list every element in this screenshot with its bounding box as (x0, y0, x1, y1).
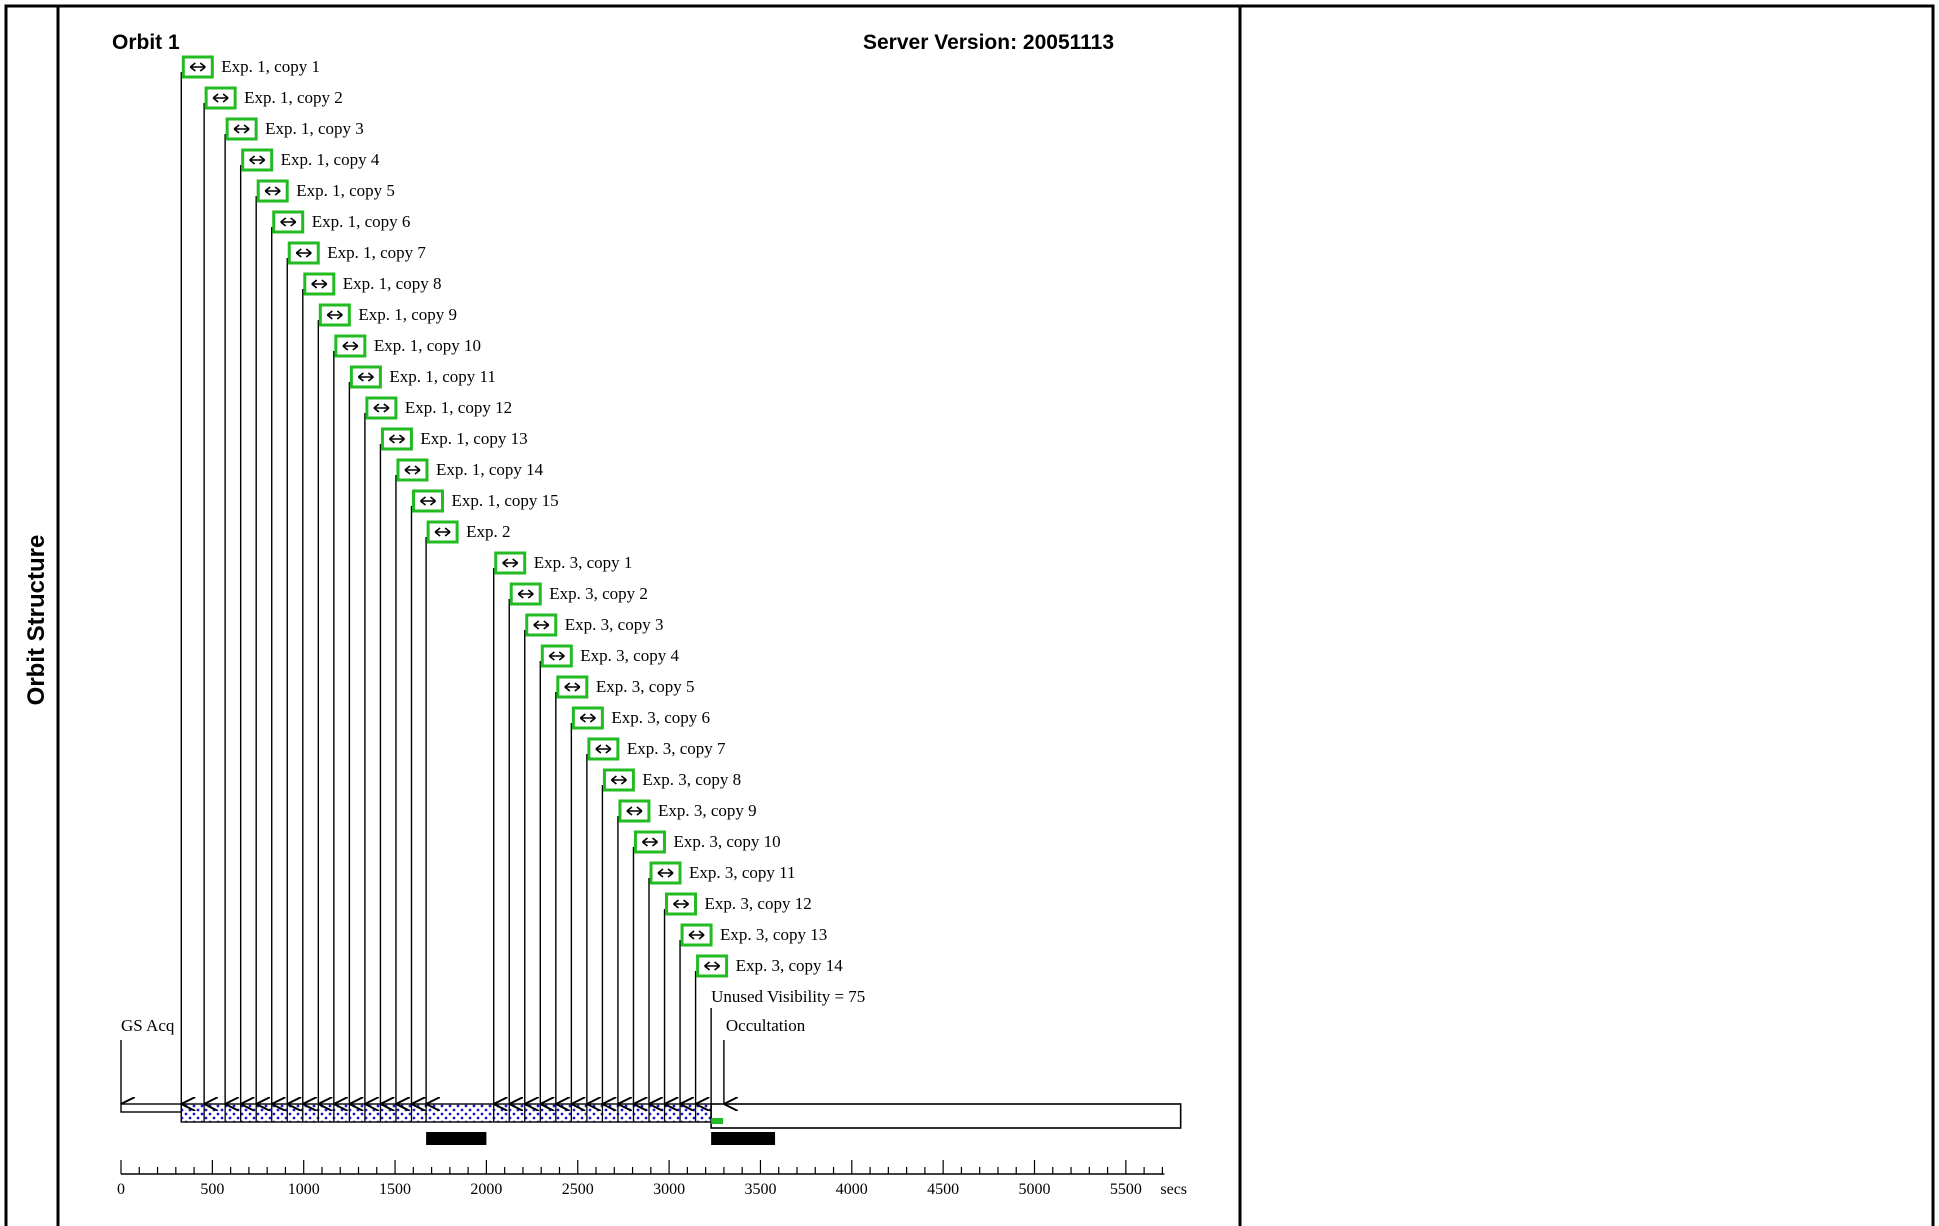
exposure-label: Exp. 1, copy 12 (405, 398, 512, 417)
exposure-label: Exp. 1, copy 10 (374, 336, 481, 355)
x-axis-tick-label: 1000 (288, 1181, 320, 1198)
exposure-label: Exp. 3, copy 8 (642, 770, 741, 789)
horizontal-double-arrow-icon (579, 713, 596, 723)
unused-visibility-label: Unused Visibility = 75 (711, 987, 865, 1006)
orbit-title: Orbit 1 (112, 31, 180, 54)
horizontal-double-arrow-icon (688, 930, 705, 940)
exposure-label: Exp. 1, copy 13 (420, 429, 527, 448)
horizontal-double-arrow-icon (610, 775, 627, 785)
horizontal-double-arrow-icon (404, 465, 421, 475)
horizontal-double-arrow-icon (641, 837, 658, 847)
horizontal-double-arrow-icon (657, 868, 674, 878)
x-axis-tick-label: 1500 (379, 1181, 411, 1198)
horizontal-double-arrow-icon (419, 496, 436, 506)
exposure-label: Exp. 3, copy 9 (658, 801, 757, 820)
x-axis-tick-label: 2000 (470, 1181, 502, 1198)
exposure-label: Exp. 1, copy 3 (265, 119, 364, 138)
horizontal-double-arrow-icon (673, 899, 690, 909)
timeline-layer: GS Acq Exp. 1, copy 1 Exp. 1, copy 2 Exp. 1… (117, 55, 1187, 1198)
horizontal-double-arrow-icon (264, 186, 281, 196)
black-bar-2 (711, 1132, 776, 1145)
acquisition-segment (120, 1103, 182, 1113)
exposure-label: Exp. 1, copy 9 (358, 305, 457, 324)
horizontal-double-arrow-icon (564, 682, 581, 692)
orbit-remaining-box (710, 1103, 1182, 1129)
horizontal-double-arrow-icon (502, 558, 519, 568)
horizontal-double-arrow-icon (280, 217, 297, 227)
gs-acq-label: GS Acq (121, 1016, 175, 1035)
exposure-label: Exp. 1, copy 2 (244, 88, 343, 107)
x-axis-tick-label: 2500 (562, 1181, 594, 1198)
horizontal-double-arrow-icon (373, 403, 390, 413)
exposure-label: Exp. 3, copy 13 (720, 925, 827, 944)
horizontal-double-arrow-icon (212, 93, 229, 103)
exposure-label: Exp. 3, copy 10 (673, 832, 780, 851)
exposure-label: Exp. 1, copy 1 (221, 57, 320, 76)
horizontal-double-arrow-icon (533, 620, 550, 630)
exposure-label: Exp. 3, copy 11 (689, 863, 796, 882)
horizontal-double-arrow-icon (326, 310, 343, 320)
x-axis-tick-label: 500 (200, 1181, 224, 1198)
exposure-label: Exp. 1, copy 15 (451, 491, 558, 510)
exposure-label: Exp. 3, copy 3 (565, 615, 664, 634)
exposure-label: Exp. 1, copy 7 (327, 243, 426, 262)
outer-border (4, 4, 1935, 1226)
server-version: Server Version: 20051113 (863, 31, 1114, 54)
horizontal-double-arrow-icon (233, 124, 250, 134)
horizontal-double-arrow-icon (595, 744, 612, 754)
black-bar-1 (426, 1132, 487, 1145)
horizontal-double-arrow-icon (626, 806, 643, 816)
horizontal-double-arrow-icon (357, 372, 374, 382)
exposure-label: Exp. 3, copy 5 (596, 677, 695, 696)
horizontal-double-arrow-icon (704, 961, 721, 971)
exposure-label: Exp. 3, copy 2 (549, 584, 648, 603)
horizontal-double-arrow-icon (388, 434, 405, 444)
occultation-label: Occultation (726, 1016, 806, 1035)
x-axis-tick-label: 4000 (836, 1181, 868, 1198)
horizontal-double-arrow-icon (434, 527, 451, 537)
exposure-label: Exp. 1, copy 6 (312, 212, 411, 231)
x-axis-tick-label: 3500 (744, 1181, 776, 1198)
exposure-label: Exp. 3, copy 12 (705, 894, 812, 913)
x-axis-tick-label: 0 (117, 1181, 125, 1198)
x-axis-tick-label: 3000 (653, 1181, 685, 1198)
horizontal-double-arrow-icon (342, 341, 359, 351)
exposure-label: Exp. 1, copy 5 (296, 181, 395, 200)
exposure-label: Exp. 3, copy 7 (627, 739, 726, 758)
horizontal-double-arrow-icon (548, 651, 565, 661)
x-axis-unit-label: secs (1160, 1181, 1187, 1198)
exposure-label: Exp. 3, copy 6 (611, 708, 710, 727)
exposure-label: Exp. 3, copy 4 (580, 646, 679, 665)
exposure-usage-fill (180, 1103, 712, 1123)
x-axis-tick-label: 5500 (1110, 1181, 1142, 1198)
horizontal-double-arrow-icon (249, 155, 266, 165)
exposure-label: Exp. 1, copy 4 (281, 150, 380, 169)
exposure-label: Exp. 3, copy 1 (534, 553, 633, 572)
exposure-label: Exp. 1, copy 14 (436, 460, 544, 479)
occultation-marker (711, 1118, 724, 1124)
exposure-label: Exp. 3, copy 14 (736, 956, 844, 975)
x-axis-tick-label: 5000 (1019, 1181, 1051, 1198)
exposure-label: Exp. 1, copy 11 (389, 367, 496, 386)
exposure-label: Exp. 2 (466, 522, 510, 541)
horizontal-double-arrow-icon (517, 589, 534, 599)
x-axis-tick-label: 4500 (927, 1181, 959, 1198)
horizontal-double-arrow-icon (189, 62, 206, 72)
horizontal-double-arrow-icon (311, 279, 328, 289)
horizontal-double-arrow-icon (295, 248, 312, 258)
exposure-label: Exp. 1, copy 8 (343, 274, 442, 293)
